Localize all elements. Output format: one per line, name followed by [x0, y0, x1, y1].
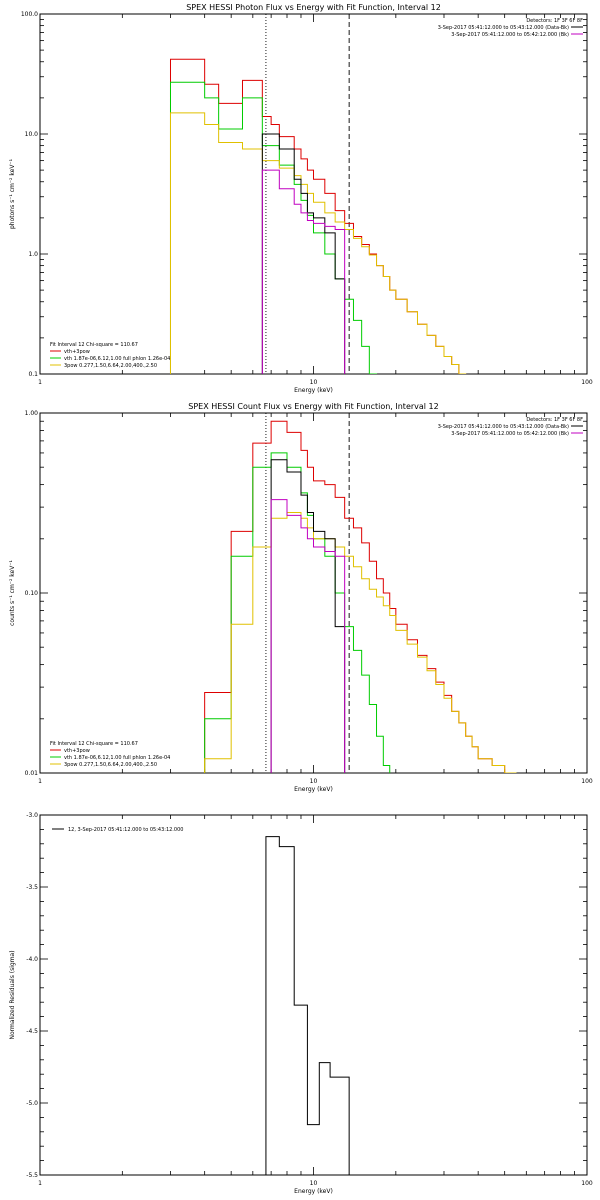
- x-axis-label: Energy (keV): [294, 1188, 333, 1195]
- data-area: [204, 413, 517, 773]
- series-line-bk: [270, 499, 346, 773]
- x-tick-label: 100: [581, 778, 593, 785]
- series-line-vth: [169, 81, 378, 374]
- x-tick-label: 1: [38, 379, 42, 386]
- legend-entry-label: vth 1.87e-06,6.12,1.00 full phlon 1.26e-…: [64, 356, 170, 362]
- series-line-3pow: [204, 512, 517, 773]
- x-tick-label: 10: [310, 379, 318, 386]
- series-line-data-bk: [270, 459, 346, 773]
- chart-panel-1: SPEX HESSI Photon Flux vs Energy with Fi…: [9, 3, 593, 394]
- series-line-bk: [261, 169, 346, 374]
- legend-entry-label: 3pow 0.277,1.50,6.64,2.00,400.,2.50: [64, 762, 157, 768]
- legend-entry-label: 3-Sep-2017 05:41:12.000 to 05:42:12.000 …: [451, 431, 569, 437]
- legend-entry-label: vth+3pow: [64, 748, 90, 754]
- legend-header: Detectors: 1F 3F 6F 8F: [526, 18, 583, 24]
- x-tick-label: 100: [581, 1180, 593, 1187]
- chart-title: SPEX HESSI Photon Flux vs Energy with Fi…: [186, 3, 441, 12]
- y-tick-label: -4.5: [26, 1028, 38, 1035]
- series-line-vth: [204, 452, 391, 773]
- series-line-residuals: [265, 836, 350, 1175]
- data-area: [169, 14, 467, 374]
- x-axis-label: Energy (keV): [294, 387, 333, 394]
- x-tick-label: 1: [38, 1180, 42, 1187]
- legend-entry-label: 3-Sep-2017 05:41:12.000 to 05:42:12.000 …: [451, 32, 569, 38]
- x-tick-label: 1: [38, 778, 42, 785]
- y-axis-label: counts s⁻¹ cm⁻² keV⁻¹: [9, 560, 16, 626]
- y-tick-label: 10.0: [25, 131, 39, 138]
- y-tick-label: -5.0: [26, 1100, 38, 1107]
- y-tick-label: -3.0: [26, 812, 38, 819]
- y-tick-label: -5.5: [26, 1172, 38, 1179]
- y-axis-label: Normalized Residuals (sigma): [9, 950, 16, 1039]
- legend-header: Fit Interval 12 Chi-square = 110.67: [50, 741, 138, 747]
- legend-entry-label: vth+3pow: [64, 349, 90, 355]
- y-tick-label: -4.0: [26, 956, 38, 963]
- data-area: [265, 836, 350, 1175]
- y-tick-label: 100.0: [21, 11, 38, 18]
- plot-frame: [39, 814, 588, 1176]
- x-tick-label: 10: [310, 1180, 318, 1187]
- legend-entry-label: 3pow 0.277,1.50,6.64,2.00,400.,2.50: [64, 363, 157, 369]
- legend-entry-label: 12, 3-Sep-2017 05:41:12.000 to 05:43:12.…: [68, 827, 183, 833]
- legend-entry-label: 3-Sep-2017 05:41:12.000 to 05:43:12.000 …: [438, 25, 569, 31]
- series-line-data-bk: [261, 133, 346, 374]
- chart-panel-3: 1 10 100 Energy (keV) -5.5 -5.0 -4.5 -4.0 -3.5 -3…: [9, 812, 593, 1195]
- series-line-vth-3pow: [169, 58, 467, 374]
- y-tick-label: 0.1: [28, 371, 38, 378]
- legend-header: Fit Interval 12 Chi-square = 110.67: [50, 342, 138, 348]
- chart-panel-2: SPEX HESSI Count Flux vs Energy with Fit…: [9, 402, 593, 793]
- y-tick-label: 0.10: [25, 590, 39, 597]
- y-tick-label: 1.0: [28, 251, 38, 258]
- y-tick-label: 0.01: [25, 770, 39, 777]
- x-tick-label: 100: [581, 379, 593, 386]
- y-tick-label: -3.5: [26, 884, 38, 891]
- y-axis-label: photons s⁻¹ cm⁻² keV⁻¹: [9, 158, 16, 229]
- chart-title: SPEX HESSI Count Flux vs Energy with Fit…: [188, 402, 439, 411]
- y-tick-label: 1.00: [25, 410, 39, 417]
- x-tick-label: 10: [310, 778, 318, 785]
- legend-header: Detectors: 1F 3F 6F 8F: [526, 417, 583, 423]
- x-axis-label: Energy (keV): [294, 786, 333, 793]
- legend-entry-label: vth 1.87e-06,6.12,1.00 full phlon 1.26e-…: [64, 755, 170, 761]
- series-line-3pow: [169, 112, 467, 374]
- legend-entry-label: 3-Sep-2017 05:41:12.000 to 05:43:12.000 …: [438, 424, 569, 430]
- series-line-vth-3pow: [204, 420, 517, 773]
